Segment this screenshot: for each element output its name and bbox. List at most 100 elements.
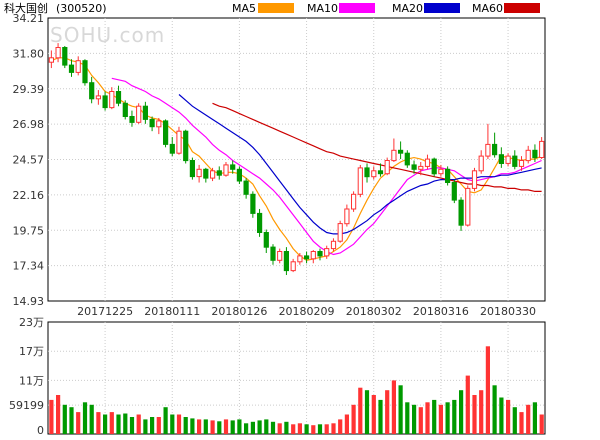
candle bbox=[290, 258, 296, 273]
candle bbox=[270, 244, 276, 265]
candle-body bbox=[277, 251, 283, 261]
candles bbox=[48, 43, 545, 276]
watermark-logo: SOHU.com bbox=[50, 23, 165, 47]
candle bbox=[230, 160, 236, 174]
candle bbox=[129, 110, 135, 127]
price-tick-label: 19.75 bbox=[13, 224, 45, 237]
candle bbox=[310, 250, 316, 264]
candle-body bbox=[196, 168, 202, 178]
candle bbox=[68, 59, 75, 77]
price-tick-label: 34.21 bbox=[13, 12, 45, 25]
price-tick-label: 17.34 bbox=[13, 260, 45, 273]
candle bbox=[371, 166, 377, 180]
legend-swatch-ma60 bbox=[504, 3, 540, 13]
price-pane: 34.21 31.80 29.39 26.98 24.57 22.16 19.75 17.34… bbox=[13, 12, 546, 318]
candle bbox=[357, 164, 363, 198]
candle-body bbox=[183, 130, 189, 162]
date-axis: 20171225 20180111 20180126 20180209 20180302… bbox=[77, 305, 536, 318]
volume-tick-label: 59199 bbox=[9, 399, 44, 412]
candle bbox=[438, 164, 444, 177]
volume-bar bbox=[485, 346, 490, 434]
candle bbox=[465, 185, 471, 227]
price-tick-label: 26.98 bbox=[13, 118, 45, 131]
candle bbox=[445, 166, 451, 186]
volume-bar bbox=[203, 419, 208, 434]
candle bbox=[283, 247, 289, 276]
volume-bar bbox=[56, 395, 61, 434]
candle-body bbox=[115, 91, 122, 104]
candle bbox=[330, 238, 337, 252]
candle bbox=[478, 150, 484, 174]
candle-body bbox=[216, 170, 222, 176]
price-frame bbox=[47, 17, 546, 302]
volume-bar bbox=[76, 412, 81, 434]
legend-label-ma10: MA10 bbox=[307, 2, 338, 15]
candle bbox=[149, 116, 155, 132]
candle-body bbox=[525, 149, 531, 162]
candle bbox=[458, 197, 464, 231]
volume-bar bbox=[156, 417, 161, 434]
candle bbox=[156, 117, 162, 135]
volume-bar bbox=[49, 399, 54, 434]
candle-body bbox=[270, 246, 276, 261]
volume-bar bbox=[176, 414, 182, 434]
volume-bar bbox=[539, 414, 544, 434]
candle-body bbox=[438, 168, 444, 175]
volume-bar bbox=[123, 413, 128, 434]
volume-bar bbox=[398, 385, 403, 434]
candle-body bbox=[411, 164, 417, 170]
volume-bar bbox=[190, 418, 195, 434]
candle-body bbox=[404, 152, 410, 166]
volume-bar bbox=[129, 417, 135, 434]
candle-body bbox=[95, 95, 102, 100]
candle-body bbox=[364, 167, 370, 178]
volume-bar bbox=[150, 417, 155, 434]
volume-bar bbox=[499, 397, 504, 434]
volume-bar bbox=[210, 420, 215, 434]
candle bbox=[384, 157, 390, 176]
candle bbox=[196, 164, 202, 183]
candle bbox=[391, 138, 397, 162]
volume-bar bbox=[197, 419, 202, 434]
candle-body bbox=[478, 155, 484, 172]
candle bbox=[243, 178, 249, 199]
candle bbox=[203, 167, 209, 183]
candle-body bbox=[398, 149, 404, 154]
volume-bar bbox=[317, 424, 323, 434]
candle bbox=[55, 43, 61, 63]
volume-bar bbox=[418, 407, 423, 434]
volume-tick-label: 0 bbox=[37, 424, 44, 437]
candle-body bbox=[136, 105, 142, 123]
candle bbox=[136, 103, 142, 124]
volume-bar bbox=[425, 402, 430, 434]
volume-bar bbox=[304, 424, 309, 434]
candle-body bbox=[169, 143, 175, 154]
legend-label-ma5: MA5 bbox=[232, 2, 256, 15]
volume-bar bbox=[109, 412, 114, 434]
candle bbox=[183, 129, 189, 164]
legend-swatch-ma5 bbox=[258, 3, 294, 13]
volume-bar bbox=[438, 404, 443, 434]
volume-bar bbox=[351, 404, 356, 434]
price-tick-label: 31.80 bbox=[13, 47, 45, 60]
candle bbox=[324, 245, 330, 259]
volume-bar bbox=[526, 404, 531, 434]
candle bbox=[189, 157, 196, 180]
legend-label-ma20: MA20 bbox=[392, 2, 423, 15]
candle bbox=[398, 141, 404, 160]
candle bbox=[377, 163, 384, 177]
price-tick-label: 29.39 bbox=[13, 83, 45, 96]
candle-body bbox=[75, 60, 81, 73]
candle bbox=[317, 248, 323, 261]
candle bbox=[176, 126, 182, 155]
volume-bar bbox=[324, 424, 329, 434]
volume-bar bbox=[89, 404, 94, 434]
candle bbox=[418, 161, 424, 176]
volume-bar bbox=[519, 412, 524, 434]
candle-body bbox=[532, 149, 538, 159]
volume-bar bbox=[492, 385, 497, 434]
candle bbox=[304, 251, 310, 264]
candle-body bbox=[391, 149, 397, 162]
volume-bars bbox=[49, 346, 544, 434]
legend-swatch-ma20 bbox=[424, 3, 460, 13]
